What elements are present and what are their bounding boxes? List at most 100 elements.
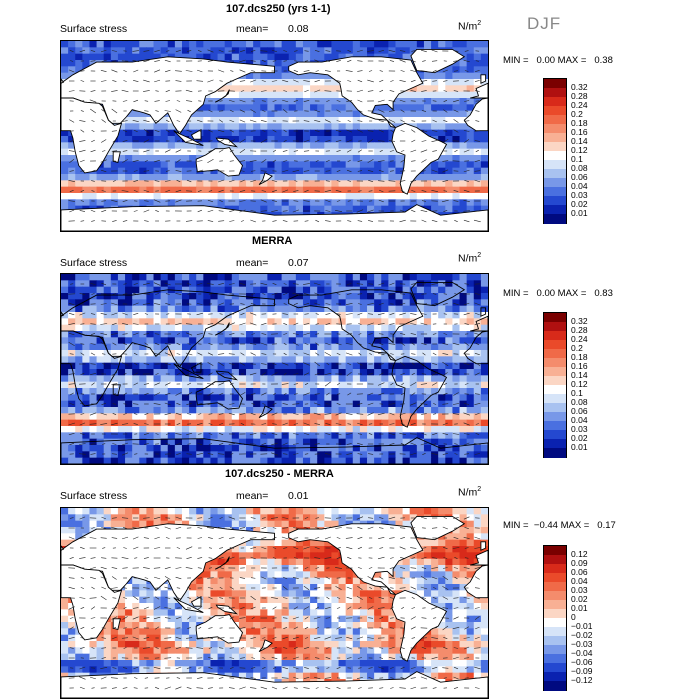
field-cell — [196, 123, 204, 131]
field-cell — [445, 324, 454, 332]
stress-vector — [389, 150, 394, 152]
field-cell — [75, 167, 83, 175]
field-cell — [288, 350, 297, 357]
field-cell — [288, 85, 297, 93]
stress-vector — [198, 433, 202, 435]
field-cell — [238, 426, 247, 433]
field-cell — [466, 438, 475, 446]
field-cell — [331, 199, 340, 207]
field-cell — [452, 362, 461, 370]
stress-vector — [239, 69, 246, 73]
field-cell — [367, 337, 375, 345]
field-cell — [345, 299, 354, 307]
field-cell — [459, 79, 468, 86]
field-cell — [324, 180, 333, 188]
stress-vector — [368, 342, 373, 346]
field-cell — [295, 79, 304, 86]
stress-vector — [132, 50, 139, 52]
field-cell — [409, 305, 418, 313]
field-cell — [302, 136, 311, 143]
field-cell — [445, 331, 454, 338]
field-cell — [103, 407, 112, 414]
stress-vector — [303, 302, 310, 306]
field-cell — [466, 381, 475, 389]
stress-vector — [399, 180, 406, 182]
stress-vector — [239, 59, 246, 63]
field-cell — [153, 331, 162, 338]
stress-vector — [101, 209, 107, 213]
field-cell — [217, 432, 226, 440]
field-cell — [139, 369, 147, 376]
stress-vector — [377, 323, 385, 325]
field-cell — [238, 110, 247, 118]
stress-vector — [271, 179, 278, 183]
field-cell — [181, 337, 190, 345]
stress-vector — [154, 382, 160, 386]
field-cell — [381, 193, 389, 200]
stress-vector — [411, 283, 416, 285]
stress-vector — [229, 403, 235, 405]
field-cell — [423, 41, 432, 48]
field-cell — [167, 193, 176, 200]
field-cell — [317, 142, 325, 150]
field-cell — [395, 337, 404, 345]
field-cell — [132, 337, 140, 345]
stress-vector — [208, 343, 213, 345]
field-cell — [246, 123, 254, 131]
field-cell — [345, 193, 354, 200]
field-cell — [324, 350, 333, 357]
stress-vector — [123, 343, 128, 345]
field-cell — [281, 148, 290, 156]
field-cell — [267, 104, 276, 112]
field-cell — [295, 205, 304, 213]
field-cell — [89, 305, 98, 313]
stress-vector — [303, 100, 310, 102]
field-cell — [381, 41, 389, 48]
field-cell — [224, 41, 233, 48]
field-cell — [381, 362, 389, 370]
field-cell — [288, 343, 297, 351]
field-cell — [302, 110, 311, 118]
field-cell — [302, 174, 311, 181]
field-cell — [253, 117, 261, 124]
stress-vector — [100, 80, 107, 82]
field-cell — [203, 445, 212, 452]
field-cell — [146, 53, 155, 61]
field-cell — [409, 451, 418, 459]
field-cell — [146, 174, 155, 181]
field-cell — [246, 117, 254, 124]
field-cell — [345, 369, 354, 376]
field-cell — [103, 413, 112, 421]
field-cell — [438, 161, 446, 169]
field-cell — [125, 117, 133, 124]
field-cell — [452, 66, 461, 74]
field-cell — [267, 286, 276, 294]
field-cell — [302, 445, 311, 452]
stress-vector — [143, 119, 150, 123]
field-cell — [452, 123, 461, 131]
stress-vector — [431, 190, 438, 192]
field-cell — [352, 293, 361, 300]
field-cell — [480, 400, 488, 408]
field-cell — [139, 142, 147, 150]
stress-vector — [100, 332, 108, 336]
field-cell — [431, 180, 439, 188]
stress-vector — [389, 60, 395, 62]
field-cell — [217, 394, 226, 402]
field-cell — [217, 426, 226, 433]
field-cell — [431, 104, 439, 112]
field-cell — [181, 274, 190, 281]
field-cell — [75, 343, 83, 351]
field-cell — [438, 110, 446, 118]
field-cell — [302, 193, 311, 200]
field-cell — [445, 299, 454, 307]
field-cell — [445, 337, 454, 345]
stress-vector — [260, 138, 267, 144]
stress-vector — [324, 190, 332, 192]
field-cell — [345, 47, 354, 55]
field-cell — [238, 375, 247, 383]
field-cell — [224, 286, 233, 294]
field-cell — [267, 274, 276, 281]
field-cell — [452, 180, 461, 188]
field-cell — [281, 394, 290, 402]
